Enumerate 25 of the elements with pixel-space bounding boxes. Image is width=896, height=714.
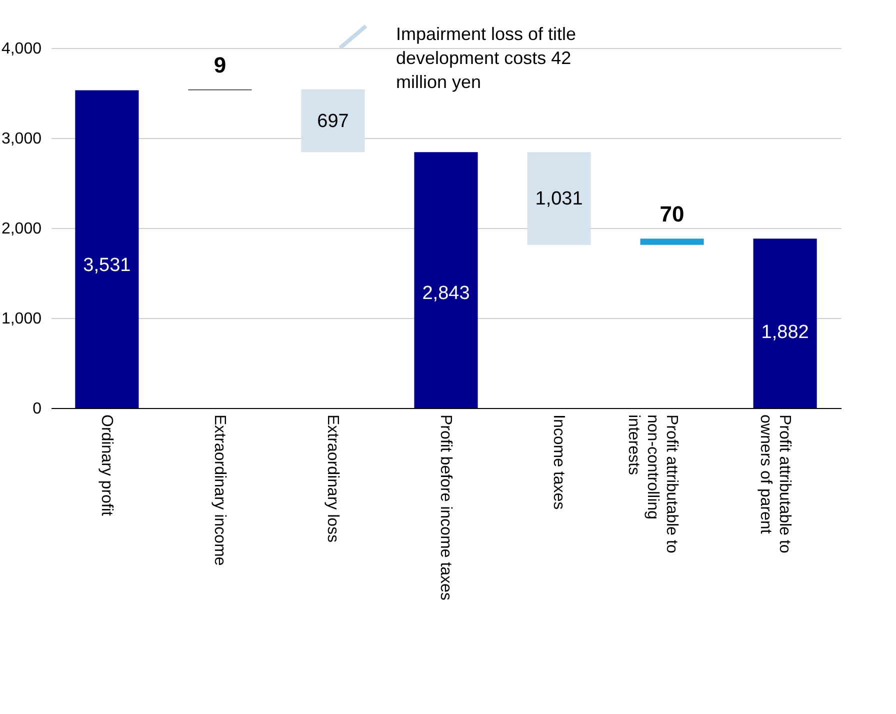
- data-label: 1,882: [761, 322, 809, 343]
- y-tick-label: 1,000: [1, 310, 42, 328]
- bar: [301, 89, 365, 152]
- data-label: 9: [214, 52, 226, 78]
- y-tick-label: 0: [32, 400, 42, 418]
- bar: [527, 152, 591, 245]
- data-label: 2,843: [422, 282, 470, 304]
- bar: [640, 238, 704, 245]
- data-label: 1,031: [535, 188, 583, 210]
- x-tick-label: Ordinary profit: [98, 414, 115, 516]
- x-tick-label: Extraordinary loss: [324, 414, 341, 543]
- data-label: 70: [660, 202, 684, 227]
- bar: [753, 238, 817, 408]
- annotation: Impairment loss of title development costs 42 million yen: [396, 24, 576, 92]
- data-label: 697: [317, 110, 349, 132]
- x-tick-label: Profit attributable to non-controlling interests: [625, 414, 680, 554]
- data-label: 3,531: [83, 254, 131, 276]
- x-tick-label: Profit before income taxes: [437, 414, 454, 600]
- bar: [75, 90, 139, 408]
- y-tick-label: 3,000: [1, 130, 42, 148]
- y-tick-label: 4,000: [1, 40, 42, 58]
- x-tick-label: Income taxes: [550, 414, 568, 510]
- x-tick-label: Extraordinary income: [210, 414, 228, 566]
- y-tick-label: 2,000: [1, 220, 42, 238]
- bar: [414, 152, 478, 408]
